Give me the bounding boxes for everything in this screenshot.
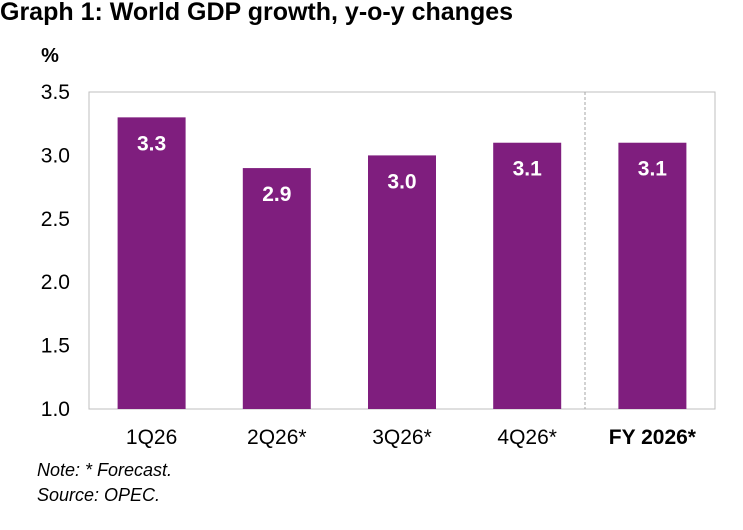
data-label: 3.0 [387,170,416,193]
y-axis-unit: % [41,45,59,67]
y-tick-label: 3.5 [41,81,70,104]
chart-title: Graph 1: World GDP growth, y-o-y changes [0,0,514,26]
y-tick-label: 1.5 [41,335,70,358]
bar [242,168,311,409]
x-category-label: 2Q26* [247,426,307,449]
x-category-label: FY 2026* [609,426,697,449]
bar [117,117,186,410]
bar [493,142,562,409]
x-category-label: 3Q26* [372,426,432,449]
y-tick-label: 1.0 [41,398,70,421]
y-tick-label: 2.0 [41,271,70,294]
data-label: 3.3 [137,132,166,155]
source-text: Source: OPEC. [37,485,161,505]
bar [618,142,687,409]
bar [368,155,436,409]
data-label: 3.1 [638,158,668,181]
y-tick-label: 2.5 [41,208,70,231]
bars [117,117,687,410]
y-axis-ticks: 1.0 1.5 2.0 2.5 3.0 3.5 [41,81,70,421]
x-axis-categories: 1Q26 2Q26* 3Q26* 4Q26* FY 2026* [126,426,697,449]
data-label: 3.1 [513,158,543,181]
chart-notes: Note: * Forecast. Source: OPEC. [37,458,172,508]
data-labels: 3.3 2.9 3.0 3.1 3.1 [137,132,667,206]
data-label: 2.9 [262,183,291,206]
y-tick-label: 3.0 [41,144,70,167]
x-category-label: 1Q26 [126,426,177,449]
x-category-label: 4Q26* [497,426,557,449]
note-text: Note: * Forecast. [37,460,173,480]
